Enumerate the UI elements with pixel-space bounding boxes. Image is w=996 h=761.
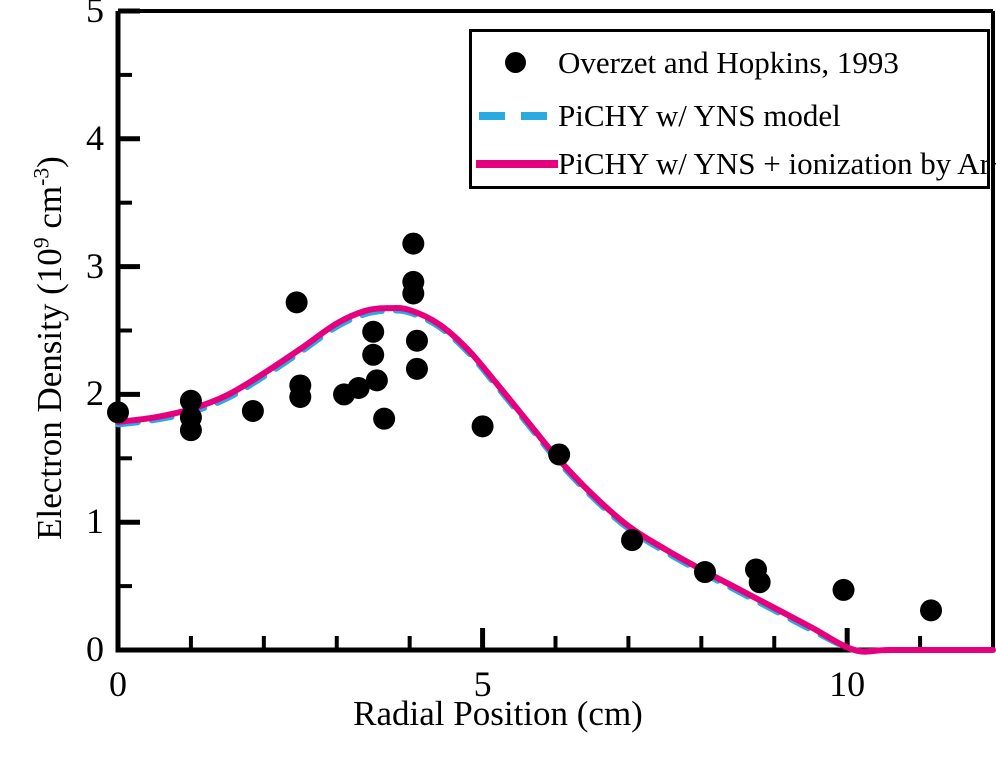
data-point-marker xyxy=(347,377,370,400)
data-point-marker xyxy=(832,578,855,601)
y-tick-label: 3 xyxy=(86,245,104,286)
x-tick-label: 0 xyxy=(109,664,127,704)
data-point-marker xyxy=(402,282,425,305)
data-point-marker xyxy=(621,529,644,552)
data-point-marker xyxy=(241,400,264,423)
legend-label-yns-ionization: PiCHY w/ YNS + ionization by Ar+ xyxy=(558,145,996,181)
data-point-marker xyxy=(373,407,396,430)
y-tick-label: 2 xyxy=(86,373,104,414)
solid-line-swatch-icon xyxy=(472,157,558,171)
x-tick-label: 10 xyxy=(829,664,866,704)
y-axis-exponent-minus3: -3 xyxy=(29,167,53,186)
y-tick-label: 5 xyxy=(86,0,104,30)
y-tick-label: 0 xyxy=(86,629,104,669)
data-point-marker xyxy=(548,443,571,466)
y-axis-title: Electron Density (109 cm-3) xyxy=(29,156,69,540)
data-point-marker xyxy=(748,571,771,594)
legend: Overzet and Hopkins, 1993 PiCHY w/ YNS m… xyxy=(469,29,996,190)
filled-circle-marker-icon xyxy=(472,52,558,73)
data-point-marker xyxy=(471,415,494,438)
data-point-marker xyxy=(285,291,308,314)
data-point-marker xyxy=(920,599,943,622)
data-point-marker xyxy=(289,385,312,408)
y-axis-title-wrapper: Electron Density (109 cm-3) xyxy=(19,28,69,668)
legend-entry-observation: Overzet and Hopkins, 1993 xyxy=(472,36,987,89)
data-point-marker xyxy=(179,389,202,412)
data-point-marker xyxy=(693,561,716,584)
data-point-marker xyxy=(362,320,385,343)
legend-label-yns-model: PiCHY w/ YNS model xyxy=(558,97,841,133)
dashed-line-swatch-icon xyxy=(472,109,558,123)
line-yns-ionization xyxy=(115,304,996,655)
data-point-marker xyxy=(405,357,428,380)
data-point-marker xyxy=(402,232,425,255)
y-tick-label: 1 xyxy=(86,501,104,542)
legend-entry-yns-model: PiCHY w/ YNS model xyxy=(472,89,987,142)
x-axis-title: Radial Position (cm) xyxy=(353,694,643,733)
axes xyxy=(115,8,995,653)
data-point-marker xyxy=(405,329,428,352)
y-tick-label: 4 xyxy=(86,117,104,158)
data-point-marker xyxy=(179,419,202,442)
data-series xyxy=(107,232,996,655)
x-tick-label: 5 xyxy=(473,664,492,704)
data-point-marker xyxy=(362,343,385,366)
y-axis-exponent-9: 9 xyxy=(29,237,53,249)
data-point-marker xyxy=(365,369,388,392)
legend-label-observation: Overzet and Hopkins, 1993 xyxy=(558,44,899,80)
legend-entry-yns-ionization: PiCHY w/ YNS + ionization by Ar+ xyxy=(472,137,996,190)
data-point-marker xyxy=(107,401,129,424)
line-yns-model xyxy=(115,307,996,655)
